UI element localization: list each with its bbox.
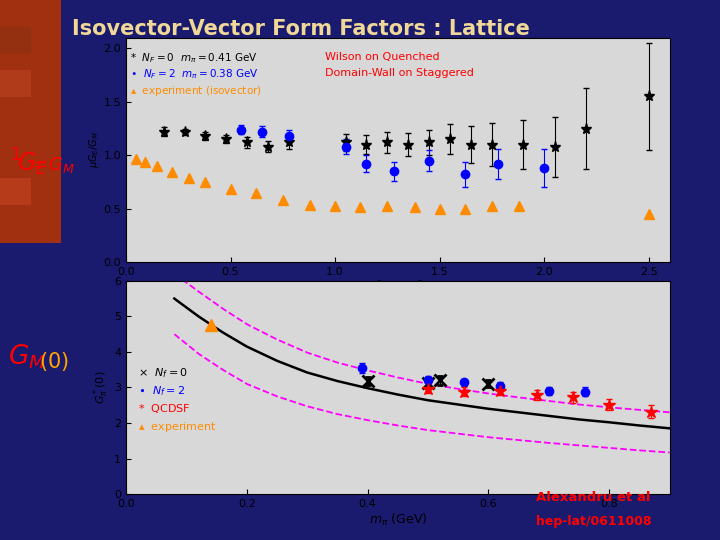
Text: $*\ \ \mathrm{QCDSF}$: $*\ \ \mathrm{QCDSF}$ xyxy=(138,402,191,415)
X-axis label: $Q^2\ (\mathrm{GeV}^2)$: $Q^2\ (\mathrm{GeV}^2)$ xyxy=(366,280,429,297)
X-axis label: $m_\pi\ (\mathrm{GeV})$: $m_\pi\ (\mathrm{GeV})$ xyxy=(369,512,427,528)
Text: hep-lat/0611008: hep-lat/0611008 xyxy=(536,515,652,528)
Text: Domain-Wall on Staggered: Domain-Wall on Staggered xyxy=(325,68,474,78)
Text: $\blacktriangle\ \ \mathrm{experiment}$: $\blacktriangle\ \ \mathrm{experiment}$ xyxy=(138,420,217,434)
Bar xyxy=(0,70,30,97)
Y-axis label: $G_\pi^*(0)$: $G_\pi^*(0)$ xyxy=(91,371,111,404)
Bar xyxy=(0,178,30,205)
Text: $G_M$: $G_M$ xyxy=(9,342,46,370)
Bar xyxy=(0,27,30,54)
Bar xyxy=(0,124,30,151)
Text: $\bullet\ \ N_F=2\ \ m_\pi=0.38\ \mathrm{GeV}$: $\bullet\ \ N_F=2\ \ m_\pi=0.38\ \mathrm… xyxy=(130,68,259,82)
Text: $\times\ \ N_f=0$: $\times\ \ N_f=0$ xyxy=(138,366,188,380)
Text: Alexandru et al: Alexandru et al xyxy=(536,490,651,504)
Text: $^1\!G_E$: $^1\!G_E$ xyxy=(9,146,48,178)
Text: $(0)$: $(0)$ xyxy=(39,350,69,373)
Text: $=\!G_M$: $=\!G_M$ xyxy=(29,154,75,175)
Y-axis label: $\mu G_E/G_M$: $\mu G_E/G_M$ xyxy=(86,131,101,168)
Text: $\bullet\ \ N_f=2$: $\bullet\ \ N_f=2$ xyxy=(138,384,185,398)
Text: $\blacktriangle\ \ \mathrm{experiment\ (isovector)}$: $\blacktriangle\ \ \mathrm{experiment\ (… xyxy=(130,84,262,98)
Text: Wilson on Quenched: Wilson on Quenched xyxy=(325,52,439,62)
Text: Isovector-Vector Form Factors : Lattice: Isovector-Vector Form Factors : Lattice xyxy=(72,19,530,39)
Bar xyxy=(0,0,61,243)
Text: $*\ \ N_F=0\ \ m_\pi=0.41\ \mathrm{GeV}$: $*\ \ N_F=0\ \ m_\pi=0.41\ \mathrm{GeV}$ xyxy=(130,52,258,65)
